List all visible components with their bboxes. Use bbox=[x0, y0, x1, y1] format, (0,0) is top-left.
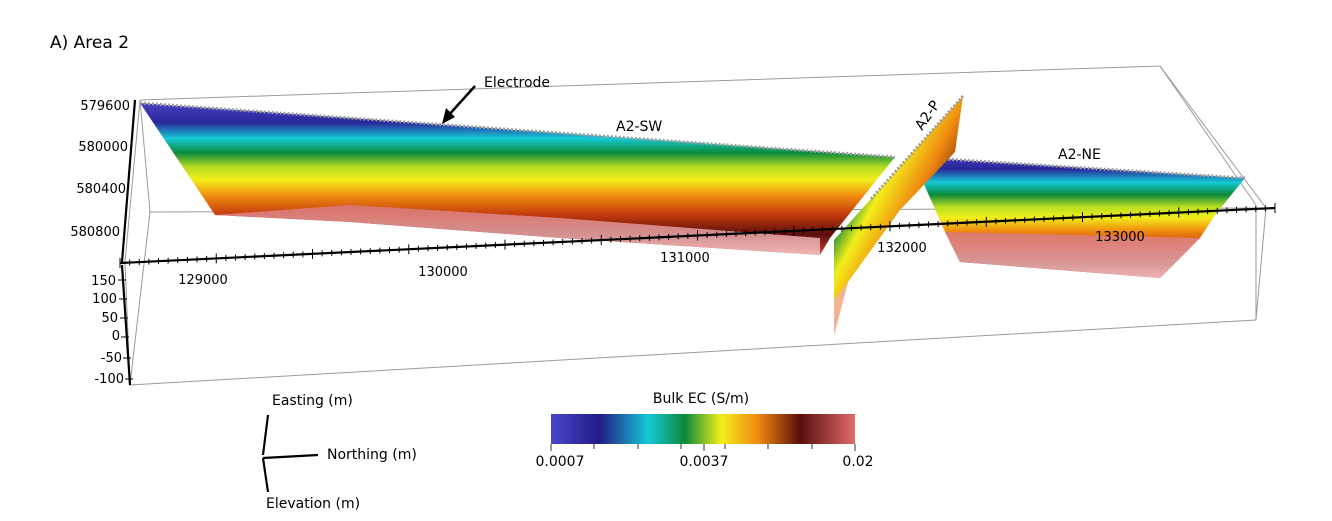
northing-axis-label: Northing (m) bbox=[327, 447, 417, 463]
easting-tick-labels: 129000 130000 131000 132000 133000 bbox=[178, 230, 1145, 288]
colorbar-ramp bbox=[551, 414, 855, 444]
colorbar-tick-mid: 0.0037 bbox=[680, 454, 729, 470]
panel-title: A) Area 2 bbox=[50, 33, 129, 53]
colorbar: Bulk EC (S/m) 0.0007 0.0037 0.02 bbox=[536, 391, 874, 470]
easting-tick-129000: 129000 bbox=[178, 273, 228, 288]
orientation-triad: Easting (m) Northing (m) Elevation (m) bbox=[261, 393, 417, 512]
elevation-tick-50: 50 bbox=[101, 311, 118, 326]
arrow-icon bbox=[442, 108, 455, 124]
colorbar-title: Bulk EC (S/m) bbox=[653, 391, 749, 407]
easting-axis-label: Easting (m) bbox=[272, 393, 353, 409]
northing-tick-labels: 579600 580000 580400 580800 bbox=[70, 99, 130, 240]
northing-tick-580800: 580800 bbox=[70, 225, 120, 240]
easting-tick-132000: 132000 bbox=[877, 241, 927, 256]
section-a2-sw bbox=[139, 101, 896, 255]
northing-axis bbox=[120, 99, 137, 263]
easting-tick-131000: 131000 bbox=[660, 251, 710, 266]
colorbar-tick-min: 0.0007 bbox=[536, 454, 585, 470]
profile-label-a2-ne: A2-NE bbox=[1058, 147, 1101, 163]
elevation-axis-label: Elevation (m) bbox=[266, 496, 360, 512]
elevation-tick-100: 100 bbox=[92, 292, 117, 307]
easting-tick-130000: 130000 bbox=[418, 265, 468, 280]
elevation-axis bbox=[120, 264, 132, 386]
electrode-label: Electrode bbox=[484, 75, 550, 91]
elevation-tick-150: 150 bbox=[91, 274, 116, 289]
elevation-tick-minus100: -100 bbox=[94, 372, 124, 387]
easting-axis bbox=[119, 203, 1276, 268]
northing-tick-580400: 580400 bbox=[76, 182, 126, 197]
northing-tick-580000: 580000 bbox=[78, 140, 128, 155]
profile-label-a2-sw: A2-SW bbox=[616, 119, 662, 135]
easting-tick-133000: 133000 bbox=[1095, 230, 1145, 245]
elevation-tick-minus50: -50 bbox=[101, 351, 122, 366]
elevation-tick-labels: 150 100 50 0 -50 -100 bbox=[91, 274, 124, 387]
electrode-row-p bbox=[868, 95, 965, 201]
northing-tick-579600: 579600 bbox=[80, 99, 130, 114]
colorbar-tick-max: 0.02 bbox=[842, 454, 873, 470]
section-a2-p bbox=[834, 95, 965, 335]
elevation-tick-0: 0 bbox=[112, 329, 120, 344]
electrode-annotation: Electrode bbox=[442, 75, 550, 124]
